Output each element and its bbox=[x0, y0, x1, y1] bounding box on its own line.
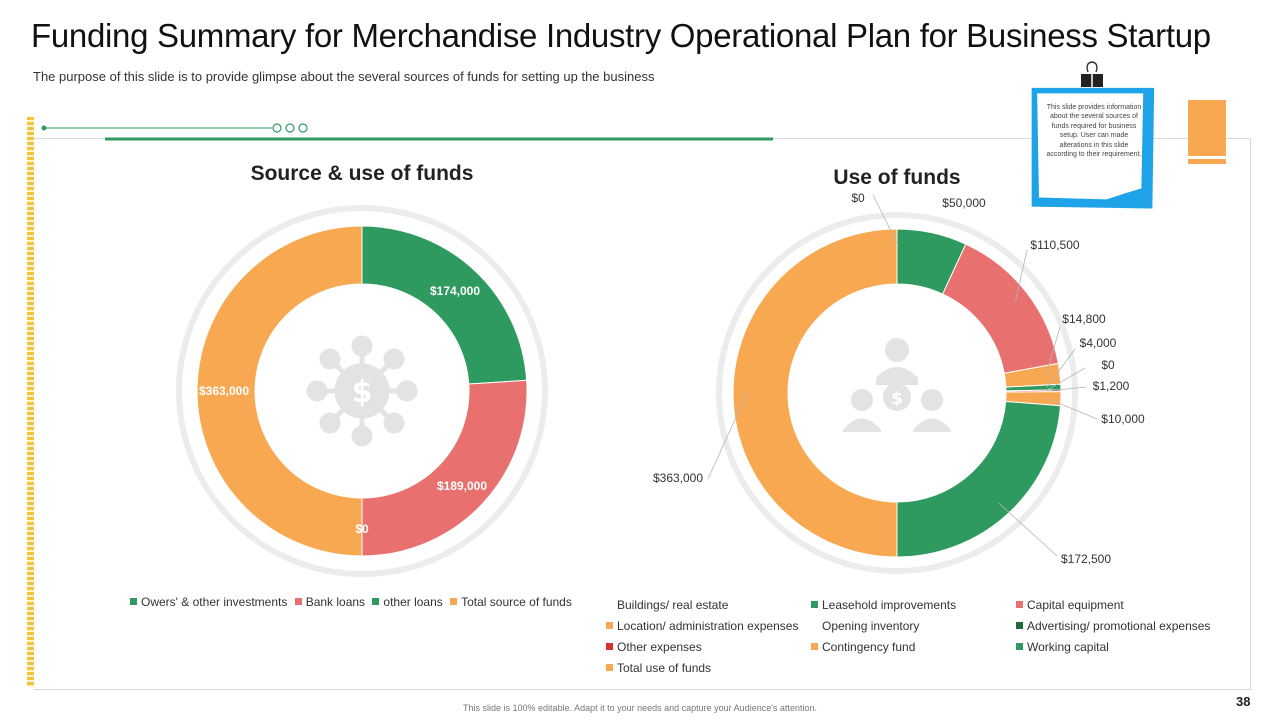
legend-swatch bbox=[606, 622, 613, 629]
slide-title: Funding Summary for Merchandise Industry… bbox=[31, 17, 1211, 54]
leader-line bbox=[707, 392, 748, 480]
legend-item: Bank loans bbox=[294, 595, 366, 609]
timeline-decoration bbox=[41, 123, 773, 141]
page-number: 38 bbox=[1236, 694, 1251, 709]
sticky-note bbox=[1031, 87, 1155, 209]
legend-item: other loans bbox=[372, 595, 443, 609]
legend-label: Capital equipment bbox=[1027, 598, 1124, 612]
legend-label: Opening inventory bbox=[822, 619, 920, 633]
donut-slice-total-source-of-funds bbox=[196, 225, 363, 557]
legend-swatch bbox=[1016, 601, 1023, 608]
donut-slice-total-use-of-funds bbox=[732, 228, 898, 558]
legend-label: Owers' & other investments bbox=[141, 595, 288, 609]
legend-swatch bbox=[1016, 643, 1023, 650]
footer-note: This slide is 100% editable. Adapt it to… bbox=[463, 703, 817, 713]
legend-item: Contingency fund bbox=[811, 640, 1016, 656]
network-dollar-icon: $ bbox=[306, 335, 418, 447]
legend-label: Buildings/ real estate bbox=[617, 598, 729, 612]
legend-label: Advertising/ promotional expenses bbox=[1027, 619, 1211, 633]
source-chart-title: Source & use of funds bbox=[251, 162, 474, 185]
svg-text:$: $ bbox=[891, 389, 903, 409]
slide-subtitle: The purpose of this slide is to provide … bbox=[33, 69, 655, 84]
legend-label: Location/ administration expenses bbox=[617, 619, 799, 633]
legend-label: other loans bbox=[383, 595, 443, 609]
use-chart-title: Use of funds bbox=[833, 166, 960, 189]
use-label-total: $363,000 bbox=[653, 471, 703, 485]
decorative-stripe bbox=[27, 117, 34, 687]
legend-label: Other expenses bbox=[617, 640, 702, 654]
legend-item: Other expenses bbox=[606, 640, 811, 656]
legend-item: Location/ administration expenses bbox=[606, 619, 811, 635]
use-label-working-capital: $172,500 bbox=[1061, 552, 1111, 566]
legend-swatch bbox=[606, 601, 613, 608]
legend-item: Total use of funds bbox=[606, 661, 811, 677]
legend-item: Opening inventory bbox=[811, 619, 1016, 635]
legend-swatch bbox=[294, 598, 302, 605]
use-donut-chart: $ bbox=[707, 194, 1098, 574]
source-label-owners: $174,000 bbox=[430, 284, 480, 298]
use-label-advertising: $0 bbox=[1101, 358, 1115, 372]
source-label-other-loans: $0 bbox=[355, 522, 369, 536]
decorative-orange-block bbox=[1188, 100, 1226, 156]
binder-clip-icon bbox=[1081, 61, 1103, 87]
use-label-contingency: $10,000 bbox=[1101, 412, 1145, 426]
leader-line bbox=[1046, 397, 1098, 420]
legend-item: Advertising/ promotional expenses bbox=[1016, 619, 1246, 635]
use-label-opening-inventory: $4,000 bbox=[1080, 336, 1117, 350]
legend-swatch bbox=[450, 598, 458, 605]
legend-swatch bbox=[606, 664, 613, 671]
leader-line bbox=[872, 194, 898, 244]
use-label-leasehold: $50,000 bbox=[942, 196, 986, 210]
legend-item: Owers' & other investments bbox=[130, 595, 287, 609]
legend-swatch bbox=[811, 601, 818, 608]
use-label-capital-equipment: $110,500 bbox=[1030, 238, 1079, 252]
leader-line bbox=[1046, 348, 1076, 388]
use-label-buildings: $0 bbox=[851, 191, 865, 205]
leader-line bbox=[998, 502, 1058, 557]
legend-item: Buildings/ real estate bbox=[606, 598, 811, 614]
legend-label: Working capital bbox=[1027, 640, 1109, 654]
legend-label: Bank loans bbox=[305, 595, 366, 609]
legend-label: Leasehold improvements bbox=[822, 598, 957, 612]
legend-swatch bbox=[811, 643, 818, 650]
sticky-note-text: This slide provides information about th… bbox=[1046, 104, 1142, 159]
legend-swatch bbox=[811, 622, 818, 629]
legend-label: Contingency fund bbox=[822, 640, 916, 654]
legend-label: Total use of funds bbox=[617, 661, 712, 675]
legend-swatch bbox=[372, 598, 380, 605]
donut-slice-owers-other-investments bbox=[361, 225, 528, 385]
svg-text:$: $ bbox=[352, 375, 373, 410]
people-dollar-icon: $ bbox=[843, 338, 951, 432]
legend-swatch bbox=[1016, 622, 1023, 629]
source-legend: Owers' & other investments Bank loans ot… bbox=[130, 595, 576, 609]
legend-swatch bbox=[606, 643, 613, 650]
legend-label: Total source of funds bbox=[461, 595, 572, 609]
source-label-total: $363,000 bbox=[199, 384, 249, 398]
legend-item: Working capital bbox=[1016, 640, 1246, 656]
decorative-orange-line bbox=[1188, 159, 1226, 164]
donut-slice-bank-loans bbox=[361, 379, 528, 557]
leader-line bbox=[1015, 249, 1028, 302]
use-legend: Buildings/ real estate Leasehold improve… bbox=[606, 598, 1246, 677]
legend-swatch bbox=[130, 598, 137, 605]
use-label-other-expenses: $1,200 bbox=[1093, 379, 1130, 393]
legend-item: Leasehold improvements bbox=[811, 598, 1016, 614]
leader-line bbox=[1046, 386, 1088, 392]
source-donut-chart: $ bbox=[176, 205, 548, 577]
leader-line bbox=[1046, 367, 1086, 391]
legend-item: Capital equipment bbox=[1016, 598, 1246, 614]
leader-line bbox=[1045, 326, 1061, 376]
use-label-location: $14,800 bbox=[1062, 312, 1106, 326]
legend-item: Total source of funds bbox=[450, 595, 572, 609]
source-label-bank-loans: $189,000 bbox=[437, 479, 487, 493]
